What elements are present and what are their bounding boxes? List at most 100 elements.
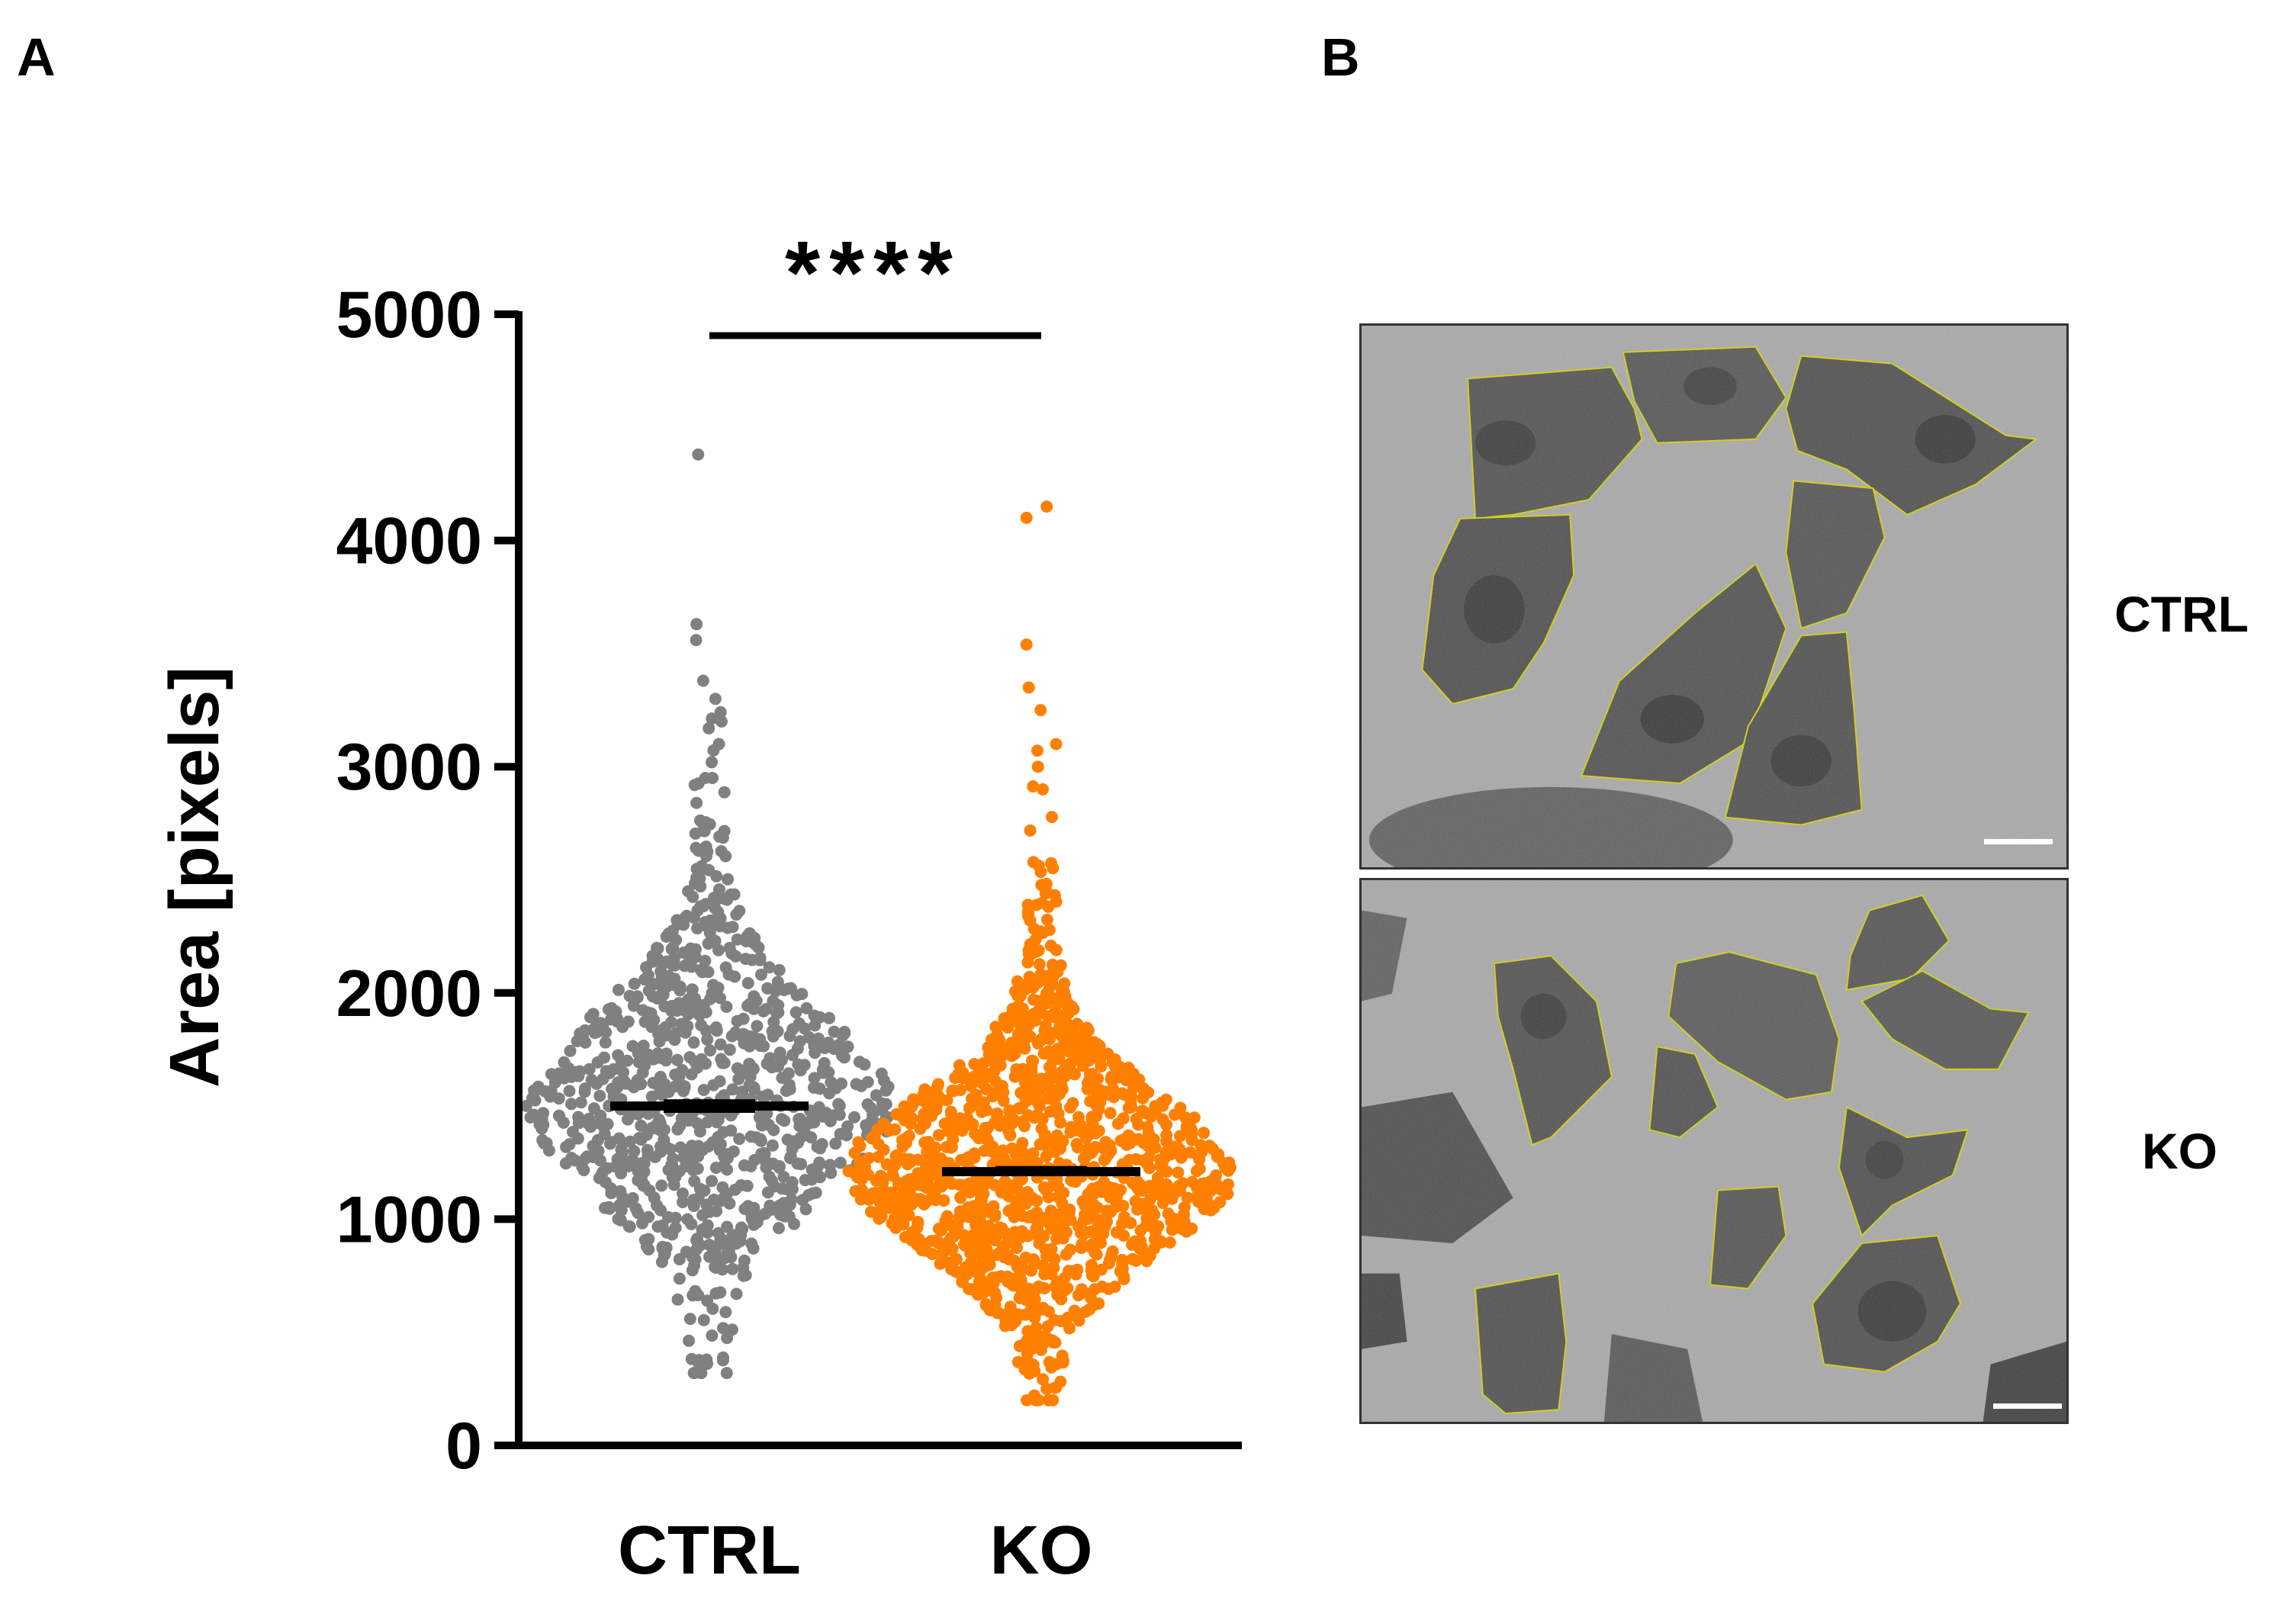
data-point — [1037, 783, 1049, 796]
data-point — [1026, 1082, 1039, 1095]
data-point — [1222, 1178, 1234, 1191]
data-point — [715, 715, 728, 728]
data-point — [1008, 1047, 1021, 1060]
data-point — [1130, 1254, 1143, 1267]
data-point — [695, 844, 708, 857]
data-point — [1056, 1135, 1069, 1147]
data-point — [981, 1284, 994, 1297]
data-point — [600, 1175, 612, 1188]
data-point — [690, 618, 703, 631]
data-point — [587, 1102, 600, 1115]
data-point — [1105, 1205, 1117, 1218]
data-point — [912, 1233, 925, 1246]
data-point — [638, 1059, 651, 1072]
data-point — [670, 934, 683, 947]
data-point — [1050, 895, 1063, 908]
data-point — [1143, 1179, 1156, 1192]
data-point — [1035, 879, 1048, 892]
data-point — [559, 1157, 572, 1170]
data-point — [713, 1238, 726, 1251]
data-point — [1175, 1222, 1188, 1235]
data-point — [1020, 1294, 1033, 1307]
data-point — [766, 1203, 779, 1216]
data-point — [536, 1133, 549, 1146]
data-point — [775, 1113, 788, 1126]
data-point — [712, 944, 725, 956]
data-point — [1072, 1111, 1085, 1124]
data-point — [789, 1006, 802, 1019]
panel-label-a: A — [17, 27, 56, 87]
data-point — [719, 1306, 732, 1319]
data-point — [636, 1217, 648, 1230]
data-point — [697, 900, 710, 913]
data-point — [706, 772, 719, 784]
data-point — [754, 1210, 767, 1223]
data-point — [743, 927, 756, 940]
data-point — [699, 1024, 712, 1037]
data-point — [575, 1115, 588, 1128]
data-point — [1004, 1129, 1017, 1142]
data-point — [889, 1123, 902, 1136]
data-point — [583, 1063, 596, 1075]
image-label-ctrl: CTRL — [2114, 586, 2249, 642]
data-point — [767, 1030, 780, 1043]
data-point — [751, 1020, 764, 1033]
data-point — [607, 1063, 620, 1075]
data-point — [726, 1083, 739, 1096]
data-point — [1043, 1136, 1056, 1149]
data-point — [1089, 1110, 1101, 1123]
data-point — [1061, 1311, 1074, 1324]
data-point — [642, 984, 655, 997]
data-point — [631, 990, 644, 1003]
data-point — [1005, 1235, 1018, 1248]
data-point — [773, 1222, 785, 1235]
data-point — [1132, 1133, 1145, 1146]
data-point — [813, 1156, 826, 1169]
data-point — [1090, 1248, 1103, 1261]
data-point — [974, 1072, 987, 1085]
data-point — [655, 970, 668, 982]
data-point — [706, 1329, 719, 1342]
data-point — [1046, 811, 1058, 824]
data-point — [599, 1201, 612, 1214]
data-point — [1030, 1321, 1043, 1334]
data-point — [703, 722, 715, 735]
data-point — [674, 980, 687, 993]
data-point — [741, 976, 754, 989]
data-point — [641, 1143, 654, 1156]
data-point — [709, 693, 722, 706]
data-point — [524, 1111, 537, 1124]
data-point — [1069, 1175, 1082, 1188]
data-point — [628, 1155, 641, 1168]
data-point — [715, 1053, 728, 1066]
data-point — [702, 921, 715, 934]
data-point — [671, 1293, 684, 1306]
data-point — [864, 1205, 877, 1218]
data-point — [1185, 1129, 1198, 1142]
data-point — [681, 1213, 694, 1226]
data-point — [1156, 1197, 1169, 1210]
data-point — [698, 1185, 711, 1197]
data-point — [919, 1244, 932, 1257]
data-point — [683, 1051, 696, 1063]
data-point — [763, 1170, 776, 1183]
data-point — [637, 1179, 650, 1192]
y-tick-label: 3000 — [336, 731, 482, 804]
data-point — [918, 1198, 931, 1210]
data-point — [1021, 1334, 1034, 1347]
data-point — [597, 1165, 609, 1178]
data-point — [836, 1049, 848, 1062]
data-point — [1089, 1127, 1102, 1140]
data-point — [1056, 1356, 1069, 1369]
data-point — [731, 933, 744, 946]
data-point — [754, 968, 767, 981]
data-point — [702, 937, 715, 950]
x-tick-label-ko: KO — [990, 1513, 1093, 1589]
data-point — [1191, 1165, 1203, 1178]
data-point — [638, 973, 651, 986]
data-point — [971, 1267, 984, 1279]
data-point — [1198, 1127, 1211, 1140]
data-point — [627, 999, 640, 1012]
data-point — [902, 1130, 915, 1143]
data-point — [806, 1187, 819, 1200]
